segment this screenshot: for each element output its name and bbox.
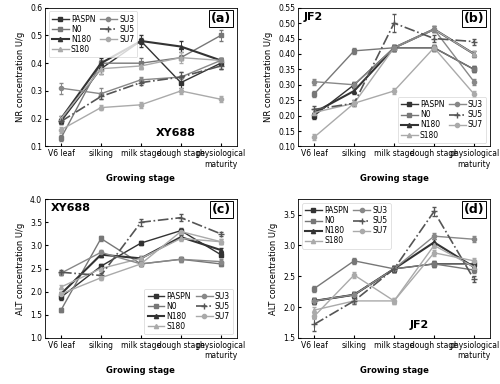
Text: (c): (c)	[212, 203, 231, 216]
Legend: PASPN, N0, N180, S180, SU3, SU5, SU7: PASPN, N0, N180, S180, SU3, SU5, SU7	[49, 12, 138, 57]
Legend: PASPN, N0, N180, S180, SU3, SU5, SU7: PASPN, N0, N180, S180, SU3, SU5, SU7	[302, 203, 390, 248]
Y-axis label: NR concentration U/g: NR concentration U/g	[264, 32, 273, 122]
X-axis label: Growing stage: Growing stage	[360, 174, 428, 183]
Y-axis label: NR concentration U/g: NR concentration U/g	[16, 32, 24, 122]
Text: XY688: XY688	[156, 128, 196, 138]
Y-axis label: ALT concentration U/g: ALT concentration U/g	[16, 222, 24, 314]
Text: (d): (d)	[464, 203, 484, 216]
Text: (a): (a)	[211, 12, 231, 25]
X-axis label: Growing stage: Growing stage	[360, 366, 428, 375]
X-axis label: Growing stage: Growing stage	[106, 174, 176, 183]
Text: XY688: XY688	[51, 203, 91, 214]
Text: JF2: JF2	[304, 12, 323, 22]
Text: (b): (b)	[464, 12, 484, 25]
Legend: PASPN, N0, N180, S180, SU3, SU5, SU7: PASPN, N0, N180, S180, SU3, SU5, SU7	[398, 97, 486, 142]
Y-axis label: ALT concentration U/g: ALT concentration U/g	[268, 222, 278, 314]
X-axis label: Growing stage: Growing stage	[106, 366, 176, 375]
Text: JF2: JF2	[410, 320, 428, 330]
Legend: PASPN, N0, N180, S180, SU3, SU5, SU7: PASPN, N0, N180, S180, SU3, SU5, SU7	[144, 288, 233, 334]
